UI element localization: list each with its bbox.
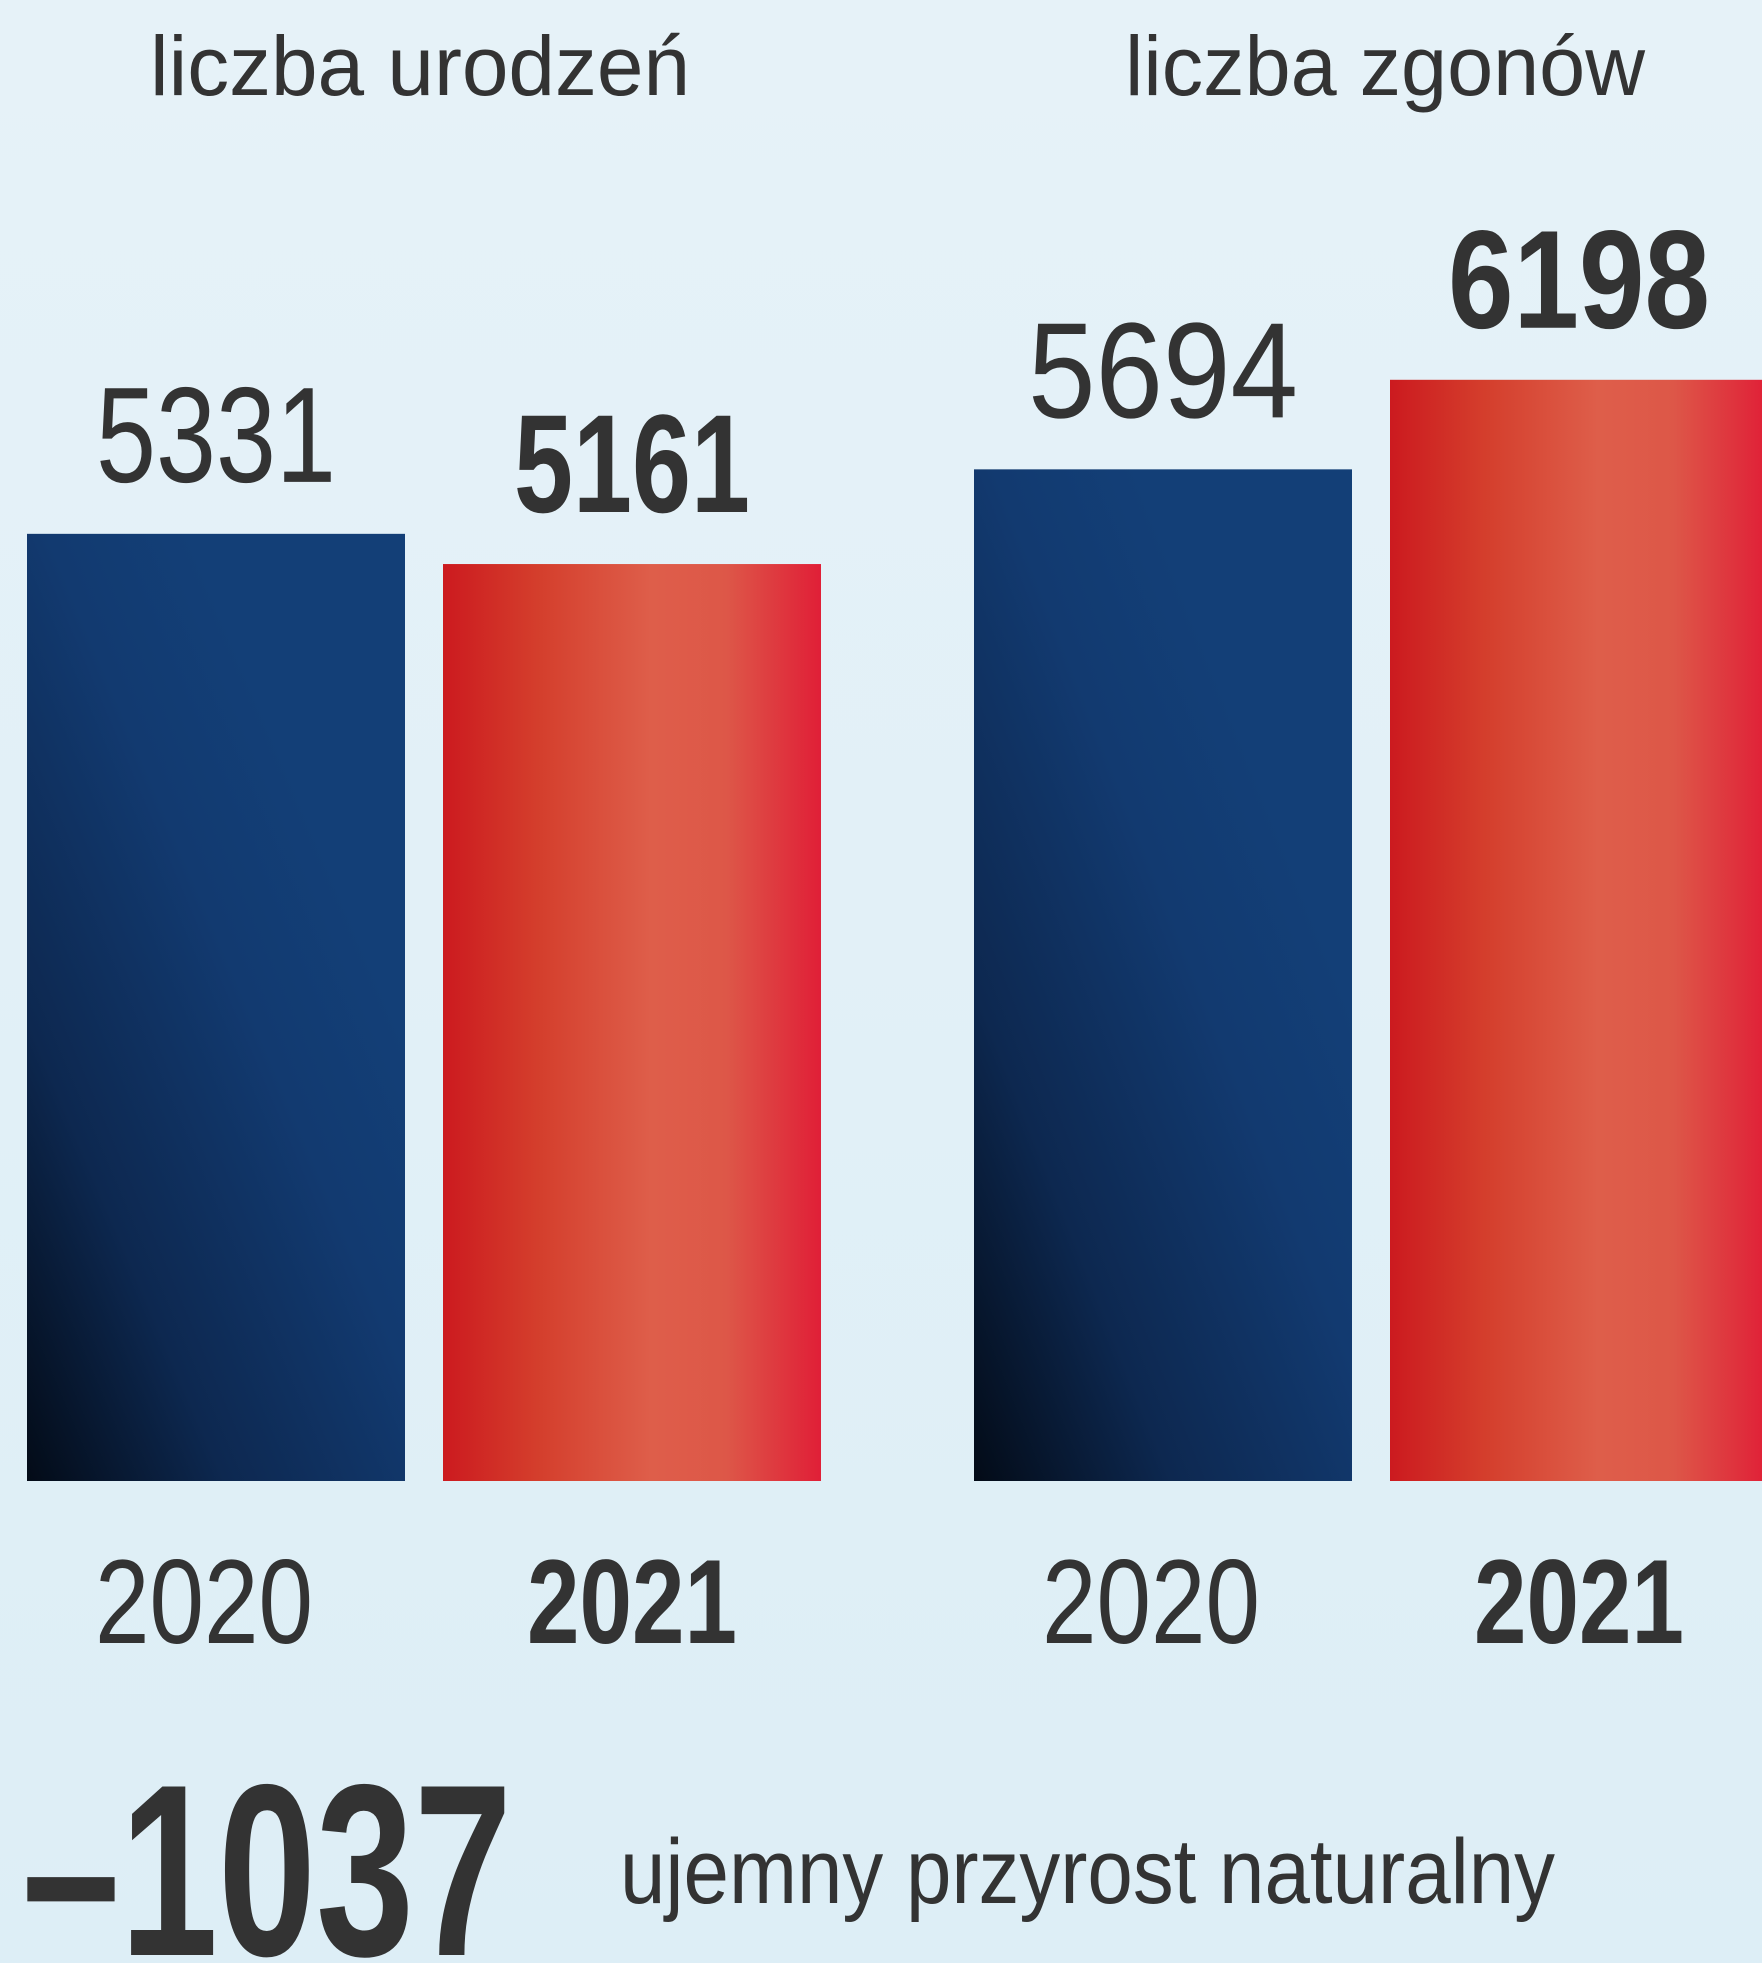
- labels-layer: 5331 2020 5161 2021 5694 2020 6198 2021: [95, 201, 1710, 1669]
- bar-deaths-2020: [974, 469, 1352, 1481]
- value-label-births-2021: 5161: [514, 385, 750, 542]
- bar-births-2021: [443, 564, 821, 1481]
- year-label-births-2020: 2020: [95, 1535, 313, 1669]
- group-title-deaths: liczba zgonów: [1125, 19, 1645, 113]
- bar-births-2020: [27, 533, 405, 1481]
- group-title-births: liczba urodzeń: [150, 19, 690, 113]
- bars-layer: [27, 379, 1762, 1482]
- year-label-deaths-2020: 2020: [1042, 1535, 1260, 1669]
- year-label-births-2021: 2021: [527, 1535, 737, 1669]
- value-label-deaths-2020: 5694: [1028, 294, 1298, 446]
- value-label-births-2020: 5331: [96, 359, 336, 511]
- natural-growth-value: –1037: [22, 1733, 512, 1963]
- value-label-deaths-2021: 6198: [1448, 201, 1710, 358]
- year-label-deaths-2021: 2021: [1474, 1535, 1684, 1669]
- natural-growth-label: ujemny przyrost naturalny: [620, 1821, 1555, 1923]
- bar-deaths-2021: [1390, 379, 1762, 1482]
